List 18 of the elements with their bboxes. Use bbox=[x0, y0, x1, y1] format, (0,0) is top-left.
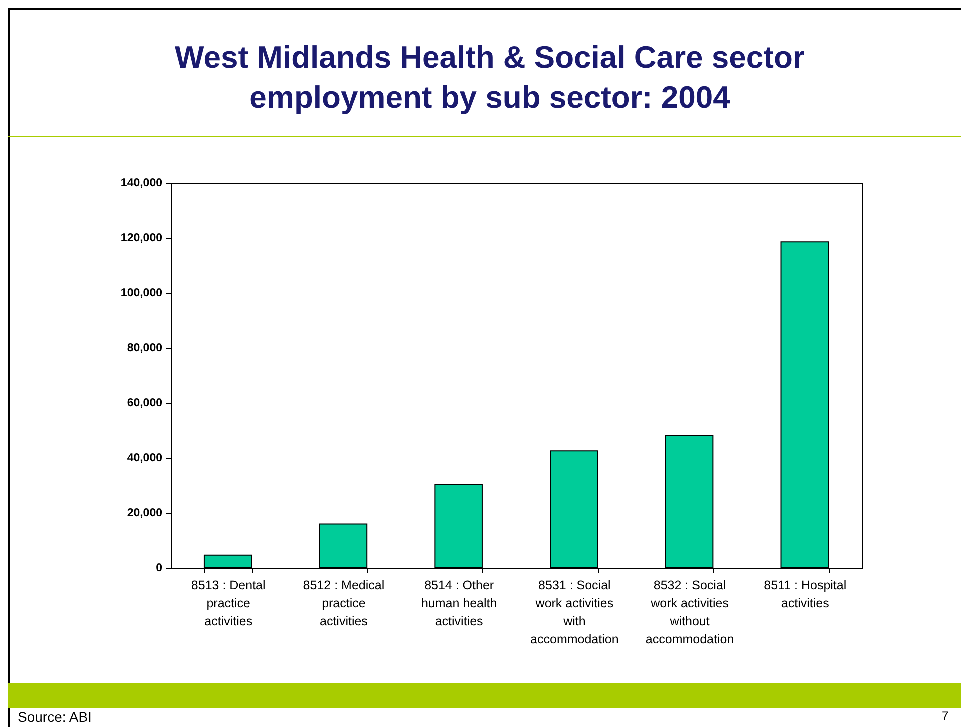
x-tick-label: 8514 : Other human health activities bbox=[421, 578, 498, 628]
chart-title: West Midlands Health & Social Care sector employment by sub sector: 2004 bbox=[174, 39, 806, 117]
y-tick-label: 60,000 bbox=[127, 398, 162, 410]
y-tick-label: 40,000 bbox=[127, 452, 162, 464]
y-tick-label: 100,000 bbox=[120, 288, 162, 300]
x-tick-label: 8511 : Hospital activities bbox=[764, 578, 847, 610]
source-note: Source: ABI bbox=[18, 709, 92, 725]
x-tick-label: 8531 : Social work activities with accommodation bbox=[530, 578, 619, 646]
y-tick-label: 120,000 bbox=[120, 232, 162, 244]
x-tick-label: 8532 : Social work activities without accommodation bbox=[646, 578, 734, 646]
x-tick-label: 8512 : Medical practice activities bbox=[303, 578, 385, 628]
bar bbox=[780, 242, 830, 568]
y-tick-label: 0 bbox=[156, 562, 162, 574]
text: 7 bbox=[942, 709, 949, 723]
y-tick-label: 140,000 bbox=[120, 178, 162, 190]
y-tick-label: 80,000 bbox=[127, 342, 162, 354]
x-tick-label: 8513 : Dental practice activities bbox=[191, 578, 266, 628]
y-tick-label: 20,000 bbox=[127, 508, 162, 520]
